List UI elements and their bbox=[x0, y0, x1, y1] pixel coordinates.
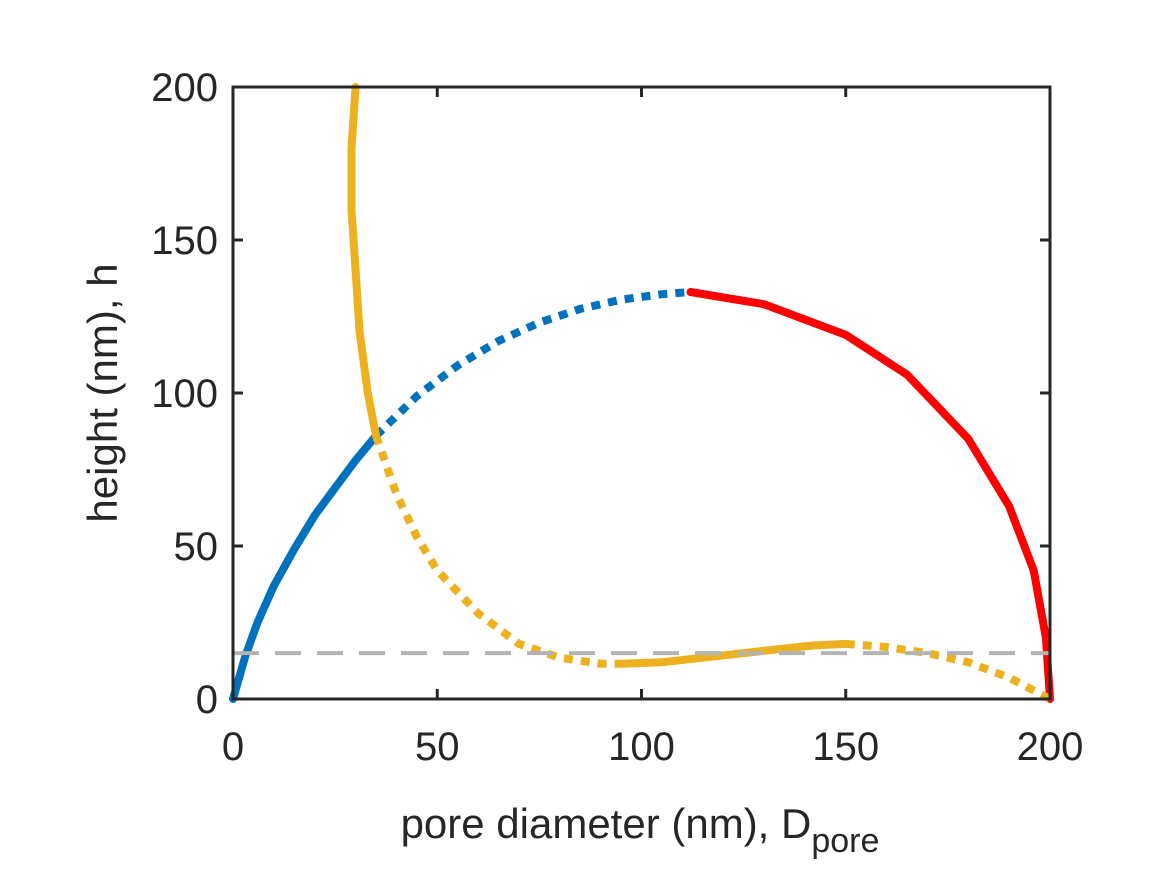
x-axis-label: pore diameter (nm), Dpore bbox=[401, 800, 880, 860]
series-line-7 bbox=[845, 639, 1052, 703]
y-tick-label: 150 bbox=[151, 219, 218, 263]
y-tick-label: 100 bbox=[151, 372, 218, 416]
y-tick-label: 0 bbox=[196, 678, 218, 722]
series-line-1 bbox=[229, 431, 380, 703]
x-axis-label-subscript: pore bbox=[811, 822, 879, 860]
x-tick-label: 150 bbox=[812, 725, 879, 769]
x-tick-label: 200 bbox=[1017, 725, 1084, 769]
series-line-5 bbox=[372, 434, 622, 668]
y-axis-label: height (nm), h bbox=[79, 263, 126, 522]
x-tick-label: 0 bbox=[222, 725, 244, 769]
axes-box bbox=[231, 85, 1052, 701]
y-tick-label: 200 bbox=[151, 66, 218, 110]
series-line-4 bbox=[347, 83, 380, 440]
y-tick-label: 50 bbox=[174, 525, 219, 569]
x-tick-label: 100 bbox=[608, 725, 675, 769]
x-tick-label: 50 bbox=[415, 725, 460, 769]
series-layer bbox=[229, 83, 1054, 703]
series-line-2 bbox=[373, 288, 691, 439]
series-line-3 bbox=[686, 288, 1054, 703]
